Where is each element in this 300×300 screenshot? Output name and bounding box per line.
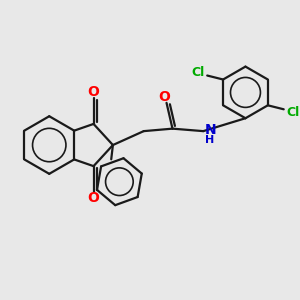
Text: O: O	[88, 85, 100, 99]
Text: O: O	[158, 90, 170, 104]
Text: O: O	[88, 191, 100, 206]
Text: N: N	[205, 123, 216, 136]
Text: Cl: Cl	[192, 66, 205, 79]
Text: Cl: Cl	[286, 106, 299, 119]
Text: H: H	[205, 135, 214, 145]
